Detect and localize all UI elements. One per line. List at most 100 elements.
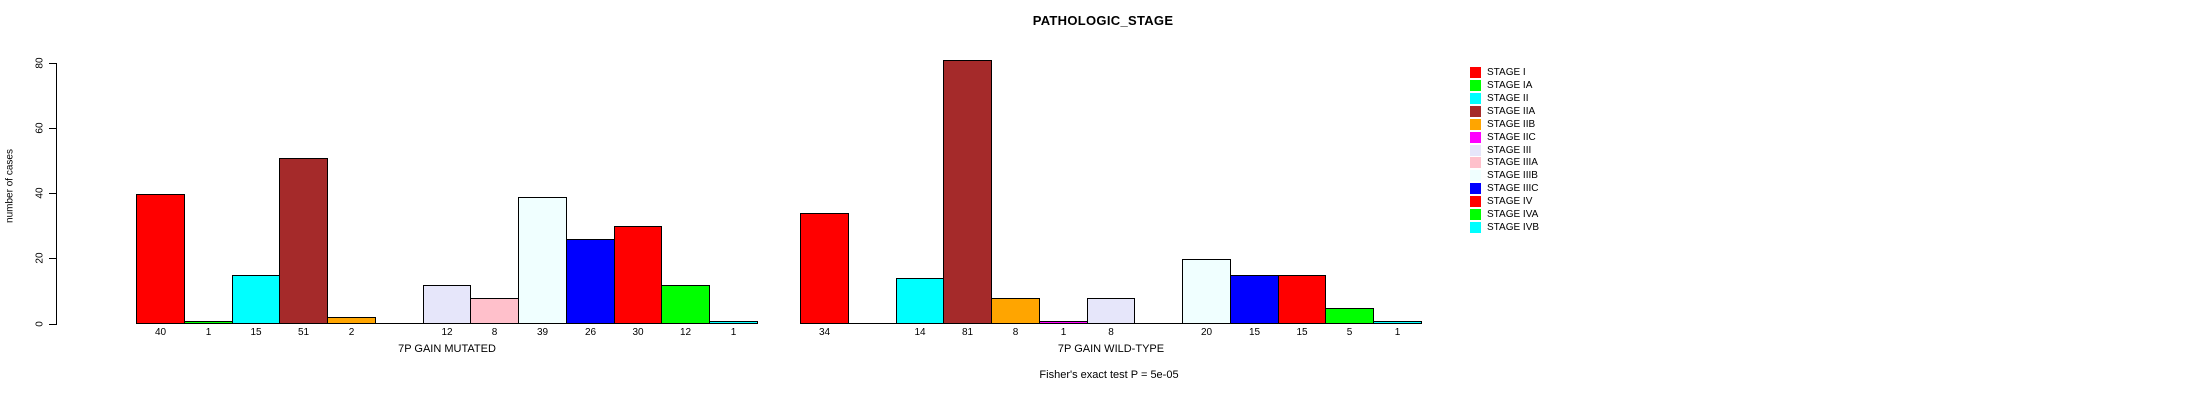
bar-7p-gain-wild-type-stage-iva: [1325, 308, 1374, 324]
bar-7p-gain-wild-type-stage-iiia-zero: [1134, 323, 1183, 324]
group-label-7p-gain-mutated: 7P GAIN MUTATED: [398, 343, 496, 355]
group-label-7p-gain-wild-type: 7P GAIN WILD-TYPE: [1057, 343, 1165, 355]
bar-value-label: 15: [1296, 327, 1308, 338]
bar-7p-gain-wild-type-stage-iiib: [1182, 259, 1231, 324]
bar-7p-gain-mutated-stage-iiib: [518, 197, 567, 324]
y-tick-label: 60: [34, 122, 46, 134]
bar-7p-gain-wild-type-stage-ia-zero: [848, 323, 897, 324]
y-axis-label: number of cases: [4, 149, 16, 223]
bar-value-label: 34: [818, 327, 831, 338]
bar-7p-gain-mutated-stage-iv: [614, 226, 662, 324]
legend-item-stage-iv: STAGE IV: [1470, 195, 1532, 207]
legend-label: STAGE IVA: [1487, 208, 1539, 220]
legend-swatch-icon: [1470, 144, 1481, 156]
bar-7p-gain-wild-type-stage-iiic: [1230, 275, 1279, 324]
legend-swatch-icon: [1470, 169, 1481, 181]
y-tick-mark: [49, 193, 56, 194]
y-tick-mark: [49, 128, 56, 129]
bar-value-label: 1: [205, 327, 212, 338]
legend-swatch-icon: [1470, 79, 1481, 91]
legend-item-stage-iii: STAGE III: [1470, 144, 1531, 156]
bar-value-label: 1: [1060, 327, 1067, 338]
legend-label: STAGE II: [1487, 92, 1529, 104]
legend-swatch-icon: [1470, 131, 1481, 143]
legend-item-stage-ii: STAGE II: [1470, 92, 1529, 104]
chart-title: PATHOLOGIC_STAGE: [1032, 13, 1174, 28]
bar-7p-gain-wild-type-stage-ivb: [1373, 321, 1422, 324]
bar-7p-gain-wild-type-stage-iia: [943, 60, 992, 324]
legend-label: STAGE I: [1487, 66, 1526, 78]
bar-7p-gain-mutated-stage-i: [136, 194, 185, 324]
bar-value-label: 15: [1248, 327, 1261, 338]
legend-item-stage-iiic: STAGE IIIC: [1470, 182, 1539, 194]
bar-value-label: 26: [584, 327, 597, 338]
bar-7p-gain-mutated-stage-iiic: [566, 239, 615, 324]
bar-value-label: 8: [1012, 327, 1019, 338]
y-tick-label: 20: [34, 252, 46, 264]
legend-label: STAGE IIA: [1487, 105, 1536, 117]
legend-label: STAGE IIB: [1487, 118, 1536, 130]
bar-value-label: 51: [297, 327, 310, 338]
bar-7p-gain-mutated-stage-iic-zero: [375, 323, 424, 324]
bar-value-label: 30: [632, 327, 644, 338]
y-tick-label: 80: [34, 57, 46, 69]
bar-7p-gain-wild-type-stage-iii: [1087, 298, 1135, 324]
bar-7p-gain-mutated-stage-ivb: [709, 321, 758, 324]
bar-value-label: 15: [250, 327, 262, 338]
legend-swatch-icon: [1470, 182, 1481, 194]
y-axis-line: [56, 63, 57, 325]
legend-item-stage-iic: STAGE IIC: [1470, 131, 1536, 143]
bar-value-label: 81: [961, 327, 974, 338]
legend-label: STAGE IIIC: [1487, 182, 1539, 194]
legend-swatch-icon: [1470, 66, 1481, 78]
legend-label: STAGE IV: [1487, 195, 1533, 207]
y-tick-mark: [49, 258, 56, 259]
legend-label: STAGE IVB: [1487, 221, 1540, 233]
bar-7p-gain-mutated-stage-iii: [423, 285, 471, 324]
legend-swatch-icon: [1470, 92, 1481, 104]
bar-7p-gain-mutated-stage-ia: [184, 321, 233, 324]
legend-swatch-icon: [1470, 195, 1481, 207]
legend-swatch-icon: [1470, 208, 1481, 220]
legend-label: STAGE IIIA: [1487, 156, 1538, 168]
y-tick-mark: [49, 63, 56, 64]
legend-item-stage-iva: STAGE IVA: [1470, 208, 1538, 220]
bar-7p-gain-mutated-stage-iiia: [470, 298, 519, 324]
legend-item-stage-ia: STAGE IA: [1470, 79, 1532, 91]
bar-value-label: 40: [154, 327, 167, 338]
bar-7p-gain-wild-type-stage-ii: [896, 278, 944, 324]
bar-value-label: 39: [536, 327, 549, 338]
legend-item-stage-iib: STAGE IIB: [1470, 118, 1535, 130]
bar-value-label: 1: [730, 327, 737, 338]
legend-label: STAGE IIIB: [1487, 169, 1538, 181]
legend-label: STAGE III: [1487, 144, 1532, 156]
bar-7p-gain-mutated-stage-ii: [232, 275, 280, 324]
y-tick-mark: [49, 324, 56, 325]
legend-label: STAGE IIC: [1487, 131, 1536, 143]
bar-value-label: 1: [1394, 327, 1401, 338]
legend-item-stage-iiib: STAGE IIIB: [1470, 169, 1538, 181]
y-tick-label: 40: [34, 187, 46, 199]
bar-7p-gain-wild-type-stage-iib: [991, 298, 1040, 324]
bar-7p-gain-wild-type-stage-i: [800, 213, 849, 324]
bar-value-label: 8: [1108, 327, 1114, 338]
bar-7p-gain-mutated-stage-iva: [661, 285, 710, 324]
fisher-test-note: Fisher's exact test P = 5e-05: [1039, 369, 1179, 381]
bar-value-label: 12: [679, 327, 692, 338]
legend-item-stage-i: STAGE I: [1470, 66, 1526, 78]
bar-value-label: 5: [1346, 327, 1353, 338]
bar-value-label: 2: [348, 327, 355, 338]
legend-swatch-icon: [1470, 105, 1481, 117]
bar-value-label: 14: [914, 327, 926, 338]
bar-7p-gain-mutated-stage-iia: [279, 158, 328, 324]
legend-swatch-icon: [1470, 156, 1481, 168]
bar-7p-gain-wild-type-stage-iic: [1039, 321, 1088, 324]
bar-7p-gain-mutated-stage-iib: [327, 317, 376, 324]
legend-item-stage-iiia: STAGE IIIA: [1470, 156, 1538, 168]
legend-item-stage-iia: STAGE IIA: [1470, 105, 1535, 117]
y-tick-label: 0: [34, 321, 46, 327]
legend-swatch-icon: [1470, 118, 1481, 130]
bar-value-label: 20: [1200, 327, 1213, 338]
bar-value-label: 12: [441, 327, 453, 338]
